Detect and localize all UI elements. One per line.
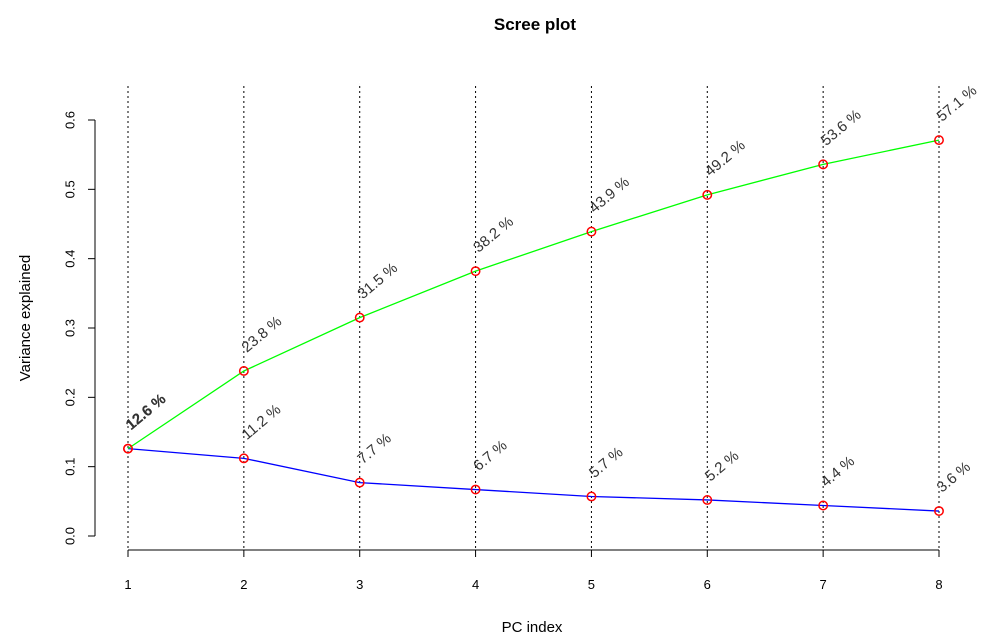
series-2-label-1: 12.6 % — [123, 391, 170, 434]
x-tick-label-3: 3 — [356, 577, 363, 592]
axes: 1 2 3 4 5 6 7 8 0.0 0.1 0.2 0.3 0.4 0.5 0.6 — [63, 111, 943, 592]
x-tick-label-2: 2 — [240, 577, 247, 592]
chart-title: Scree plot — [494, 15, 577, 34]
x-tick-label-5: 5 — [588, 577, 595, 592]
x-tick-label-4: 4 — [472, 577, 479, 592]
x-tick-label-1: 1 — [124, 577, 131, 592]
point-labels: 12.6 % 11.2 % 7.7 % 6.7 % 5.7 % 5.2 % 4.4 % 3.6… — [123, 82, 981, 496]
series-1-point-5 — [586, 491, 597, 502]
series-1-point-8 — [934, 506, 944, 516]
y-tick-label-0: 0.0 — [63, 527, 78, 545]
y-tick-label-6: 0.6 — [63, 111, 78, 129]
series-1-label-8: 3.6 % — [934, 458, 974, 496]
series-1-label-3: 7.7 % — [354, 430, 394, 468]
series-1-point-2 — [238, 453, 249, 464]
vertical-grid-lines — [127, 86, 940, 550]
series-2-point-6 — [702, 189, 713, 200]
series-2-point-1 — [123, 443, 133, 454]
series-2-label-3: 31.5 % — [354, 260, 401, 303]
x-axis-label: PC index — [502, 619, 563, 636]
series-2-label-5: 43.9 % — [586, 174, 633, 217]
series-2-point-2 — [238, 366, 249, 376]
series-2-point-4 — [470, 266, 481, 277]
y-tick-label-5: 0.5 — [63, 180, 78, 198]
y-tick-label-2: 0.2 — [63, 388, 78, 406]
series-2-point-5 — [586, 226, 597, 237]
series-2-label-8: 57.1 % — [934, 82, 981, 125]
y-axis-label: Variance explained — [17, 255, 34, 381]
y-tick-label-4: 0.4 — [63, 250, 78, 268]
series-1-label-4: 6.7 % — [470, 437, 510, 475]
y-tick-label-1: 0.1 — [63, 458, 78, 476]
series-1-label-2: 11.2 % — [239, 401, 285, 443]
series-2-point-3 — [354, 312, 365, 323]
data-series — [123, 135, 944, 516]
series-1-label-6: 5.2 % — [702, 447, 742, 485]
series-2-label-7: 53.6 % — [818, 106, 865, 149]
series-2-point-8 — [934, 135, 944, 146]
series-1-point-7 — [818, 500, 829, 511]
series-2-label-2: 23.8 % — [239, 313, 286, 356]
x-tick-label-7: 7 — [820, 577, 827, 592]
series-2-line — [127, 139, 940, 450]
series-1-label-5: 5.7 % — [586, 444, 626, 482]
series-1-point-3 — [354, 477, 365, 488]
y-tick-label-3: 0.3 — [63, 319, 78, 337]
series-1-point-6 — [702, 494, 713, 505]
x-tick-label-6: 6 — [704, 577, 711, 592]
series-1-label-7: 4.4 % — [818, 453, 858, 491]
series-2-label-4: 38.2 % — [470, 213, 517, 256]
series-1-line — [127, 447, 940, 512]
series-2-point-7 — [818, 159, 829, 170]
x-tick-label-8: 8 — [935, 577, 942, 592]
series-1-point-4 — [470, 484, 481, 495]
series-2-label-6: 49.2 % — [702, 137, 749, 180]
